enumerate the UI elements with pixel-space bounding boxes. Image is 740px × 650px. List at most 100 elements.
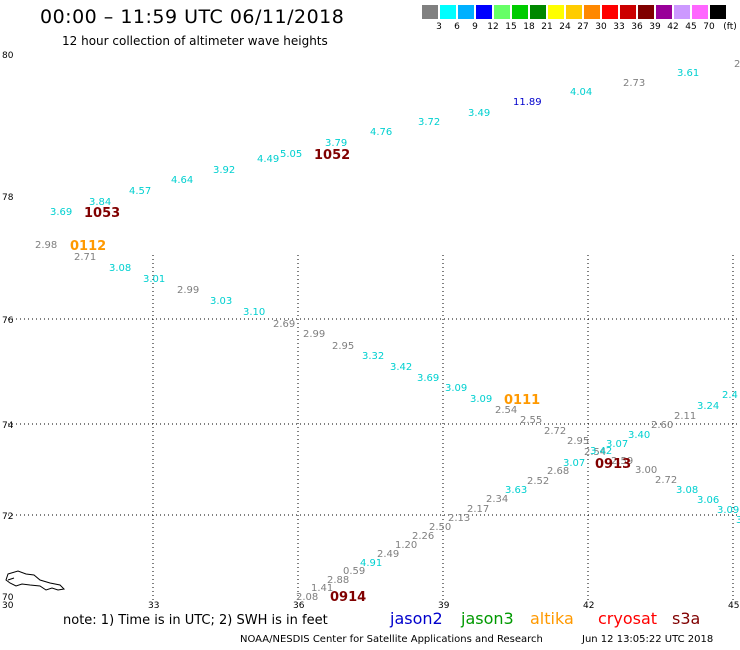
wave-height-label: 3.07	[606, 439, 629, 450]
longitude-tick-label: 36	[293, 601, 305, 611]
longitude-tick-label: 30	[2, 601, 14, 611]
wave-height-label: 2.17	[467, 504, 490, 515]
longitude-tick-label: 45	[728, 601, 740, 611]
wave-height-label: 2.55	[520, 415, 543, 426]
footer-timestamp: Jun 12 13:05:22 UTC 2018	[582, 634, 714, 645]
wave-height-label: 2.68	[547, 466, 570, 477]
latitude-tick-label: 80	[2, 51, 14, 61]
wave-height-label: 11.89	[513, 97, 542, 108]
color-scale-label: 18	[523, 22, 535, 32]
wave-height-label: 1.41	[311, 583, 334, 594]
wave-height-label: 2.72	[655, 475, 678, 486]
wave-height-label: 2.73	[623, 78, 646, 89]
wave-height-label: 3.32	[362, 351, 385, 362]
wave-height-label: 3.08	[676, 485, 699, 496]
latitude-tick-label: 70	[2, 593, 14, 603]
wave-height-label: 3.08	[109, 263, 132, 274]
pass-time-label: 1053	[84, 206, 121, 221]
longitude-tick-label: 39	[438, 601, 450, 611]
wave-height-label: 2.95	[567, 436, 590, 447]
wave-height-label: 2	[734, 59, 740, 70]
wave-height-label: 2.08	[296, 592, 319, 603]
satellite-legend-cryosat: cryosat	[598, 609, 658, 628]
coastline	[5, 570, 66, 591]
color-scale-swatch	[440, 5, 456, 19]
map-title: 00:00 – 11:59 UTC 06/11/2018	[40, 6, 345, 28]
wave-height-label: 4.49	[257, 154, 280, 165]
wave-height-label: 2.26	[412, 531, 435, 542]
color-scale-label: 36	[631, 22, 643, 32]
satellite-legend-jason2: jason2	[390, 609, 443, 628]
wave-height-label: 0.59	[343, 566, 366, 577]
pass-time-label: 0914	[330, 590, 367, 605]
color-scale-swatch	[674, 5, 690, 19]
legend-note: note: 1) Time is in UTC; 2) SWH is in fe…	[63, 613, 328, 628]
wave-height-label: 2.99	[303, 329, 326, 340]
color-scale-label: 42	[667, 22, 679, 32]
wave-height-label: 3.84	[89, 197, 112, 208]
wave-height-label: 2.69	[273, 319, 296, 330]
map-subtitle: 12 hour collection of altimeter wave hei…	[62, 34, 328, 48]
wave-height-label: 4.91	[360, 558, 383, 569]
wave-height-label: 2.11	[674, 411, 697, 422]
wave-height-label: 4.57	[129, 186, 152, 197]
color-scale-swatch	[476, 5, 492, 19]
color-scale-swatch	[548, 5, 564, 19]
satellite-legend-s3a: s3a	[672, 609, 701, 628]
footer-credit: NOAA/NESDIS Center for Satellite Applica…	[240, 634, 543, 645]
color-scale-swatch	[692, 5, 708, 19]
color-scale-label: 6	[454, 22, 460, 32]
wave-height-label: 2.59	[611, 456, 634, 467]
wave-height-label: 3.72	[418, 117, 441, 128]
color-scale-swatch	[422, 5, 438, 19]
wave-height-label: 2.13	[448, 513, 471, 524]
color-scale-label: 12	[487, 22, 499, 32]
wave-height-label: 2.49	[377, 549, 400, 560]
wave-height-label: 2.71	[74, 252, 97, 263]
color-scale-unit: (ft)	[723, 22, 737, 32]
wave-height-label: 3.03	[210, 296, 233, 307]
wave-height-label: 3.06	[697, 495, 720, 506]
wave-height-label: 4.64	[171, 175, 194, 186]
color-scale-swatch	[638, 5, 654, 19]
wave-height-label: 3.00	[635, 465, 658, 476]
pass-time-label: 0111	[504, 393, 541, 408]
latitude-tick-label: 78	[2, 193, 14, 203]
wave-height-label: 3.79	[325, 138, 348, 149]
color-scale-swatch	[530, 5, 546, 19]
color-scale-legend: 3 6 9 12 15 18 21 24 27 30 33 36 39 42 45 70 (ft)	[0, 0, 740, 40]
latitude-tick-label: 72	[2, 512, 14, 522]
wave-height-label: 3.10	[243, 307, 266, 318]
color-scale-label: 9	[472, 22, 478, 32]
wave-height-label: 3	[736, 515, 740, 526]
wave-height-label: 3.61	[677, 68, 700, 79]
color-scale-label: 30	[595, 22, 607, 32]
color-scale-swatch	[584, 5, 600, 19]
wave-height-label: 3.09	[445, 383, 468, 394]
wave-height-label: 1.20	[395, 540, 418, 551]
pass-time-label: 1052	[314, 148, 351, 163]
wave-height-label: 2.60	[651, 420, 674, 431]
wave-height-label: 2.34	[486, 494, 509, 505]
wave-height-label: 3.42	[590, 446, 613, 457]
color-scale-label: 3	[436, 22, 442, 32]
color-scale-swatch	[656, 5, 672, 19]
pass-time-label: 0913	[595, 457, 632, 472]
latitude-tick-label: 74	[2, 421, 14, 431]
satellite-legend-altika: altika	[530, 609, 574, 628]
wave-height-label: 3.63	[505, 485, 528, 496]
wave-height-label: 2.50	[429, 522, 452, 533]
wave-height-label: 3.49	[468, 108, 491, 119]
wave-height-label: 5.05	[280, 149, 303, 160]
longitude-tick-label: 33	[148, 601, 160, 611]
wave-height-label: 3.01	[143, 274, 166, 285]
pass-time-label: 0112	[70, 239, 107, 254]
color-scale-label: 21	[541, 22, 553, 32]
latitude-tick-label: 76	[2, 316, 14, 326]
color-scale-swatch	[710, 5, 726, 19]
wave-height-label: 3.69	[417, 373, 440, 384]
map-plot-area	[5, 255, 740, 600]
color-scale-label: 39	[649, 22, 661, 32]
color-scale-swatch	[566, 5, 582, 19]
color-scale-label: 70	[703, 22, 715, 32]
